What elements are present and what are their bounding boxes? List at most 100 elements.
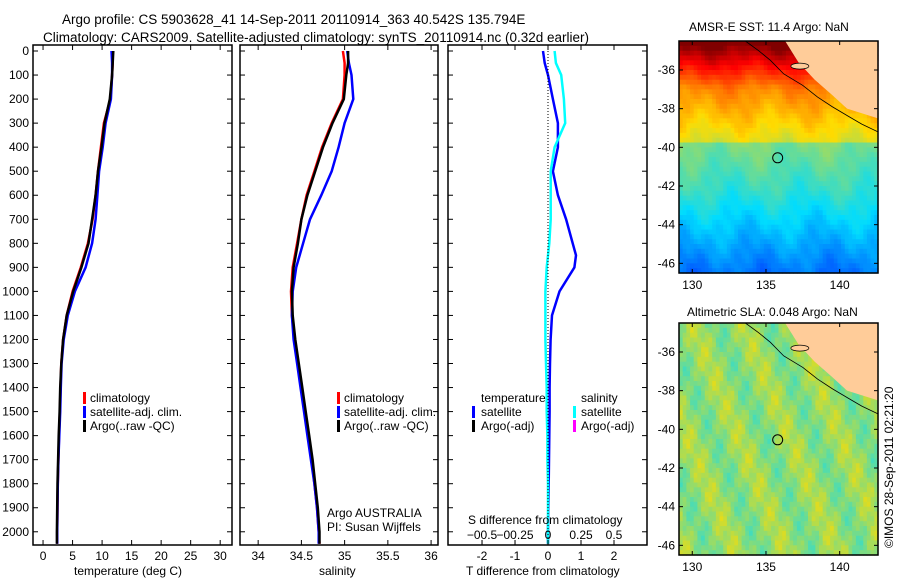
map-cell	[693, 137, 698, 144]
map-cell	[833, 147, 839, 153]
map-cell	[712, 190, 717, 197]
map-cell	[771, 181, 776, 187]
map-cell	[848, 205, 853, 211]
map-cell	[763, 463, 769, 469]
map-cell	[726, 535, 732, 542]
map-cell	[822, 516, 827, 522]
map-cell	[730, 60, 735, 66]
map-cell	[723, 74, 728, 81]
map-cell	[800, 263, 805, 269]
map-cell	[804, 123, 809, 129]
map-cell	[741, 128, 746, 134]
map-cell	[752, 99, 757, 105]
map-cell	[701, 186, 706, 192]
map-cell	[679, 200, 684, 206]
map-cell	[841, 171, 846, 177]
map-cell	[800, 195, 805, 202]
map-cell	[811, 123, 816, 129]
map-cell	[719, 190, 724, 197]
map-cell	[826, 472, 831, 479]
map-cell	[708, 361, 713, 368]
map-cell	[866, 152, 872, 158]
map-cell	[774, 103, 780, 110]
map-cell	[752, 352, 757, 358]
map-cell	[819, 400, 824, 406]
map-cell	[726, 385, 732, 392]
map-cell	[723, 253, 728, 260]
map-cell	[800, 429, 805, 435]
map-cell	[767, 147, 772, 153]
map-cell	[804, 453, 809, 459]
map-cell	[719, 65, 724, 71]
map-cell	[697, 385, 702, 392]
map-cell	[811, 535, 816, 542]
map-cell	[741, 157, 746, 163]
map-cell	[704, 142, 710, 148]
map-cell	[704, 94, 710, 100]
map-cell	[808, 152, 813, 158]
map-cell	[789, 511, 794, 517]
map-cell	[808, 239, 813, 245]
map-cell	[859, 248, 864, 255]
map-cell	[686, 429, 691, 435]
map-cell	[774, 453, 780, 459]
map-cell	[863, 219, 868, 226]
x-tick-label: 35.5	[376, 549, 400, 563]
map-cell	[815, 132, 820, 139]
map-cell	[819, 89, 824, 95]
map-cell	[778, 55, 783, 61]
map-cell	[760, 376, 765, 382]
map-cell	[693, 414, 698, 421]
map-cell	[789, 381, 794, 387]
map-cell	[708, 366, 713, 372]
map-cell	[811, 79, 816, 86]
map-cell	[800, 268, 805, 274]
map-cell	[763, 443, 769, 450]
map-cell	[793, 472, 798, 479]
map-cell	[734, 477, 739, 484]
map-cell	[767, 234, 772, 240]
map-cell	[796, 128, 802, 134]
map-cell	[774, 108, 780, 115]
map-cell	[697, 195, 702, 202]
map-cell	[749, 99, 754, 105]
map-cell	[830, 458, 835, 464]
map-cell	[774, 526, 780, 532]
map-cell	[690, 50, 695, 57]
map-cell	[701, 41, 706, 47]
map-cell	[708, 50, 713, 57]
map-cell	[701, 70, 706, 76]
map-cell	[859, 171, 864, 177]
map-cell	[778, 506, 783, 513]
map-cell	[686, 381, 691, 387]
map-cell	[774, 356, 780, 363]
map-cell	[749, 395, 754, 401]
map-cell	[708, 332, 713, 339]
map-cell	[811, 424, 816, 430]
map-cell	[682, 482, 687, 488]
map-cell	[760, 323, 765, 329]
map-cell	[719, 550, 724, 556]
map-cell	[771, 458, 776, 464]
map-cell	[822, 157, 827, 163]
map-cell	[697, 419, 702, 426]
map-cell	[771, 429, 776, 435]
map-cell	[833, 487, 839, 493]
map-cell	[800, 176, 805, 182]
map-cell	[848, 268, 853, 274]
map-cell	[815, 361, 820, 368]
map-cell	[715, 501, 721, 508]
map-cell	[738, 258, 743, 264]
map-cell	[874, 215, 879, 221]
map-cell	[793, 516, 798, 522]
map-cell	[804, 506, 809, 513]
y-tick-label: 600	[9, 188, 29, 202]
map-cell	[708, 41, 713, 47]
map-cell	[730, 482, 735, 488]
map-cell	[715, 352, 721, 358]
map-cell	[690, 60, 695, 66]
map-cell	[778, 443, 783, 450]
map-cell	[874, 181, 879, 187]
map-cell	[852, 186, 857, 192]
map-cell	[719, 244, 724, 250]
